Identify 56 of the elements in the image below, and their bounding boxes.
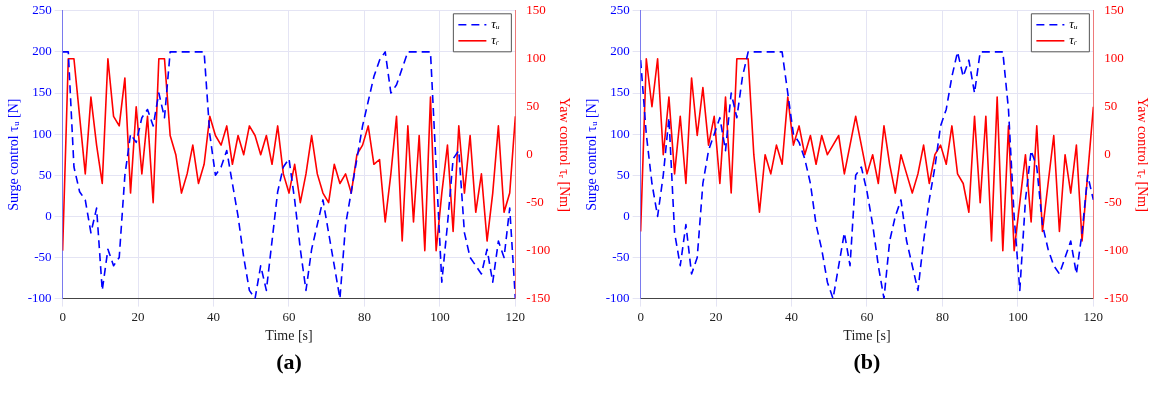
y2-tick-label: 0 <box>526 146 533 162</box>
y2-tick-label: 100 <box>526 50 546 66</box>
x-tick-label: 100 <box>1008 308 1028 324</box>
x-tick-label: 60 <box>282 308 296 324</box>
y-tick-label: 50 <box>616 166 630 182</box>
y2-tick-label: -100 <box>526 242 551 258</box>
x-axis-title: Time [s] <box>265 328 313 344</box>
y2-tick-label: 50 <box>526 98 540 114</box>
x-tick-label: 120 <box>1083 308 1104 324</box>
x-tick-label: 40 <box>785 308 799 324</box>
y-tick-label: 200 <box>32 43 52 59</box>
y2-tick-label: 100 <box>1104 50 1124 66</box>
y2-tick-label: -50 <box>1104 194 1122 210</box>
x-tick-label: 120 <box>505 308 526 324</box>
y-tick-label: 0 <box>45 207 52 223</box>
y-tick-label: 150 <box>610 84 630 100</box>
x-tick-label: 60 <box>860 308 874 324</box>
y2-tick-label: -150 <box>1104 290 1129 306</box>
y-tick-label: 250 <box>32 2 52 18</box>
y2-tick-label: -50 <box>526 194 544 210</box>
x-tick-label: 80 <box>357 308 371 324</box>
y-tick-label: 100 <box>32 125 52 141</box>
text: (a) <box>275 349 303 375</box>
text: (b) <box>852 349 882 375</box>
y2-axis-title: Yaw control τᵣ [Nm] <box>556 97 572 212</box>
y-tick-label: 100 <box>610 125 630 141</box>
y-tick-label: 0 <box>623 207 630 223</box>
x-tick-label: 40 <box>207 308 221 324</box>
y2-tick-label: -100 <box>1104 242 1129 258</box>
y-tick-label: -50 <box>34 248 52 264</box>
legend-label: τᵣ <box>491 32 500 48</box>
y-tick-label: -50 <box>612 248 630 264</box>
y2-tick-label: 0 <box>1104 146 1111 162</box>
x-tick-label: 80 <box>935 308 949 324</box>
y2-tick-label: 150 <box>526 2 546 18</box>
y2-tick-label: -150 <box>526 290 551 306</box>
x-tick-label: 20 <box>709 308 723 324</box>
y-tick-label: -100 <box>27 290 52 306</box>
legend-label: τᵤ <box>1069 16 1079 32</box>
y2-tick-label: 50 <box>1104 98 1118 114</box>
y2-axis-title: Yaw control τᵣ [Nm] <box>1134 97 1150 212</box>
x-tick-label: 0 <box>637 308 644 324</box>
legend-label: τᵤ <box>491 16 501 32</box>
x-tick-label: 0 <box>59 308 66 324</box>
y-tick-label: -100 <box>605 290 630 306</box>
y2-tick-label: 150 <box>1104 2 1124 18</box>
y-tick-label: 50 <box>38 166 52 182</box>
y-tick-label: 150 <box>32 84 52 100</box>
legend-label: τᵣ <box>1069 32 1078 48</box>
x-axis-title: Time [s] <box>843 328 891 344</box>
y-axis-title: Surge control τᵤ [N] <box>6 98 22 211</box>
x-tick-label: 20 <box>131 308 145 324</box>
y-tick-label: 200 <box>610 43 630 59</box>
y-tick-label: 250 <box>610 2 630 18</box>
y-axis-title: Surge control τᵤ [N] <box>584 98 600 211</box>
x-tick-label: 100 <box>430 308 450 324</box>
